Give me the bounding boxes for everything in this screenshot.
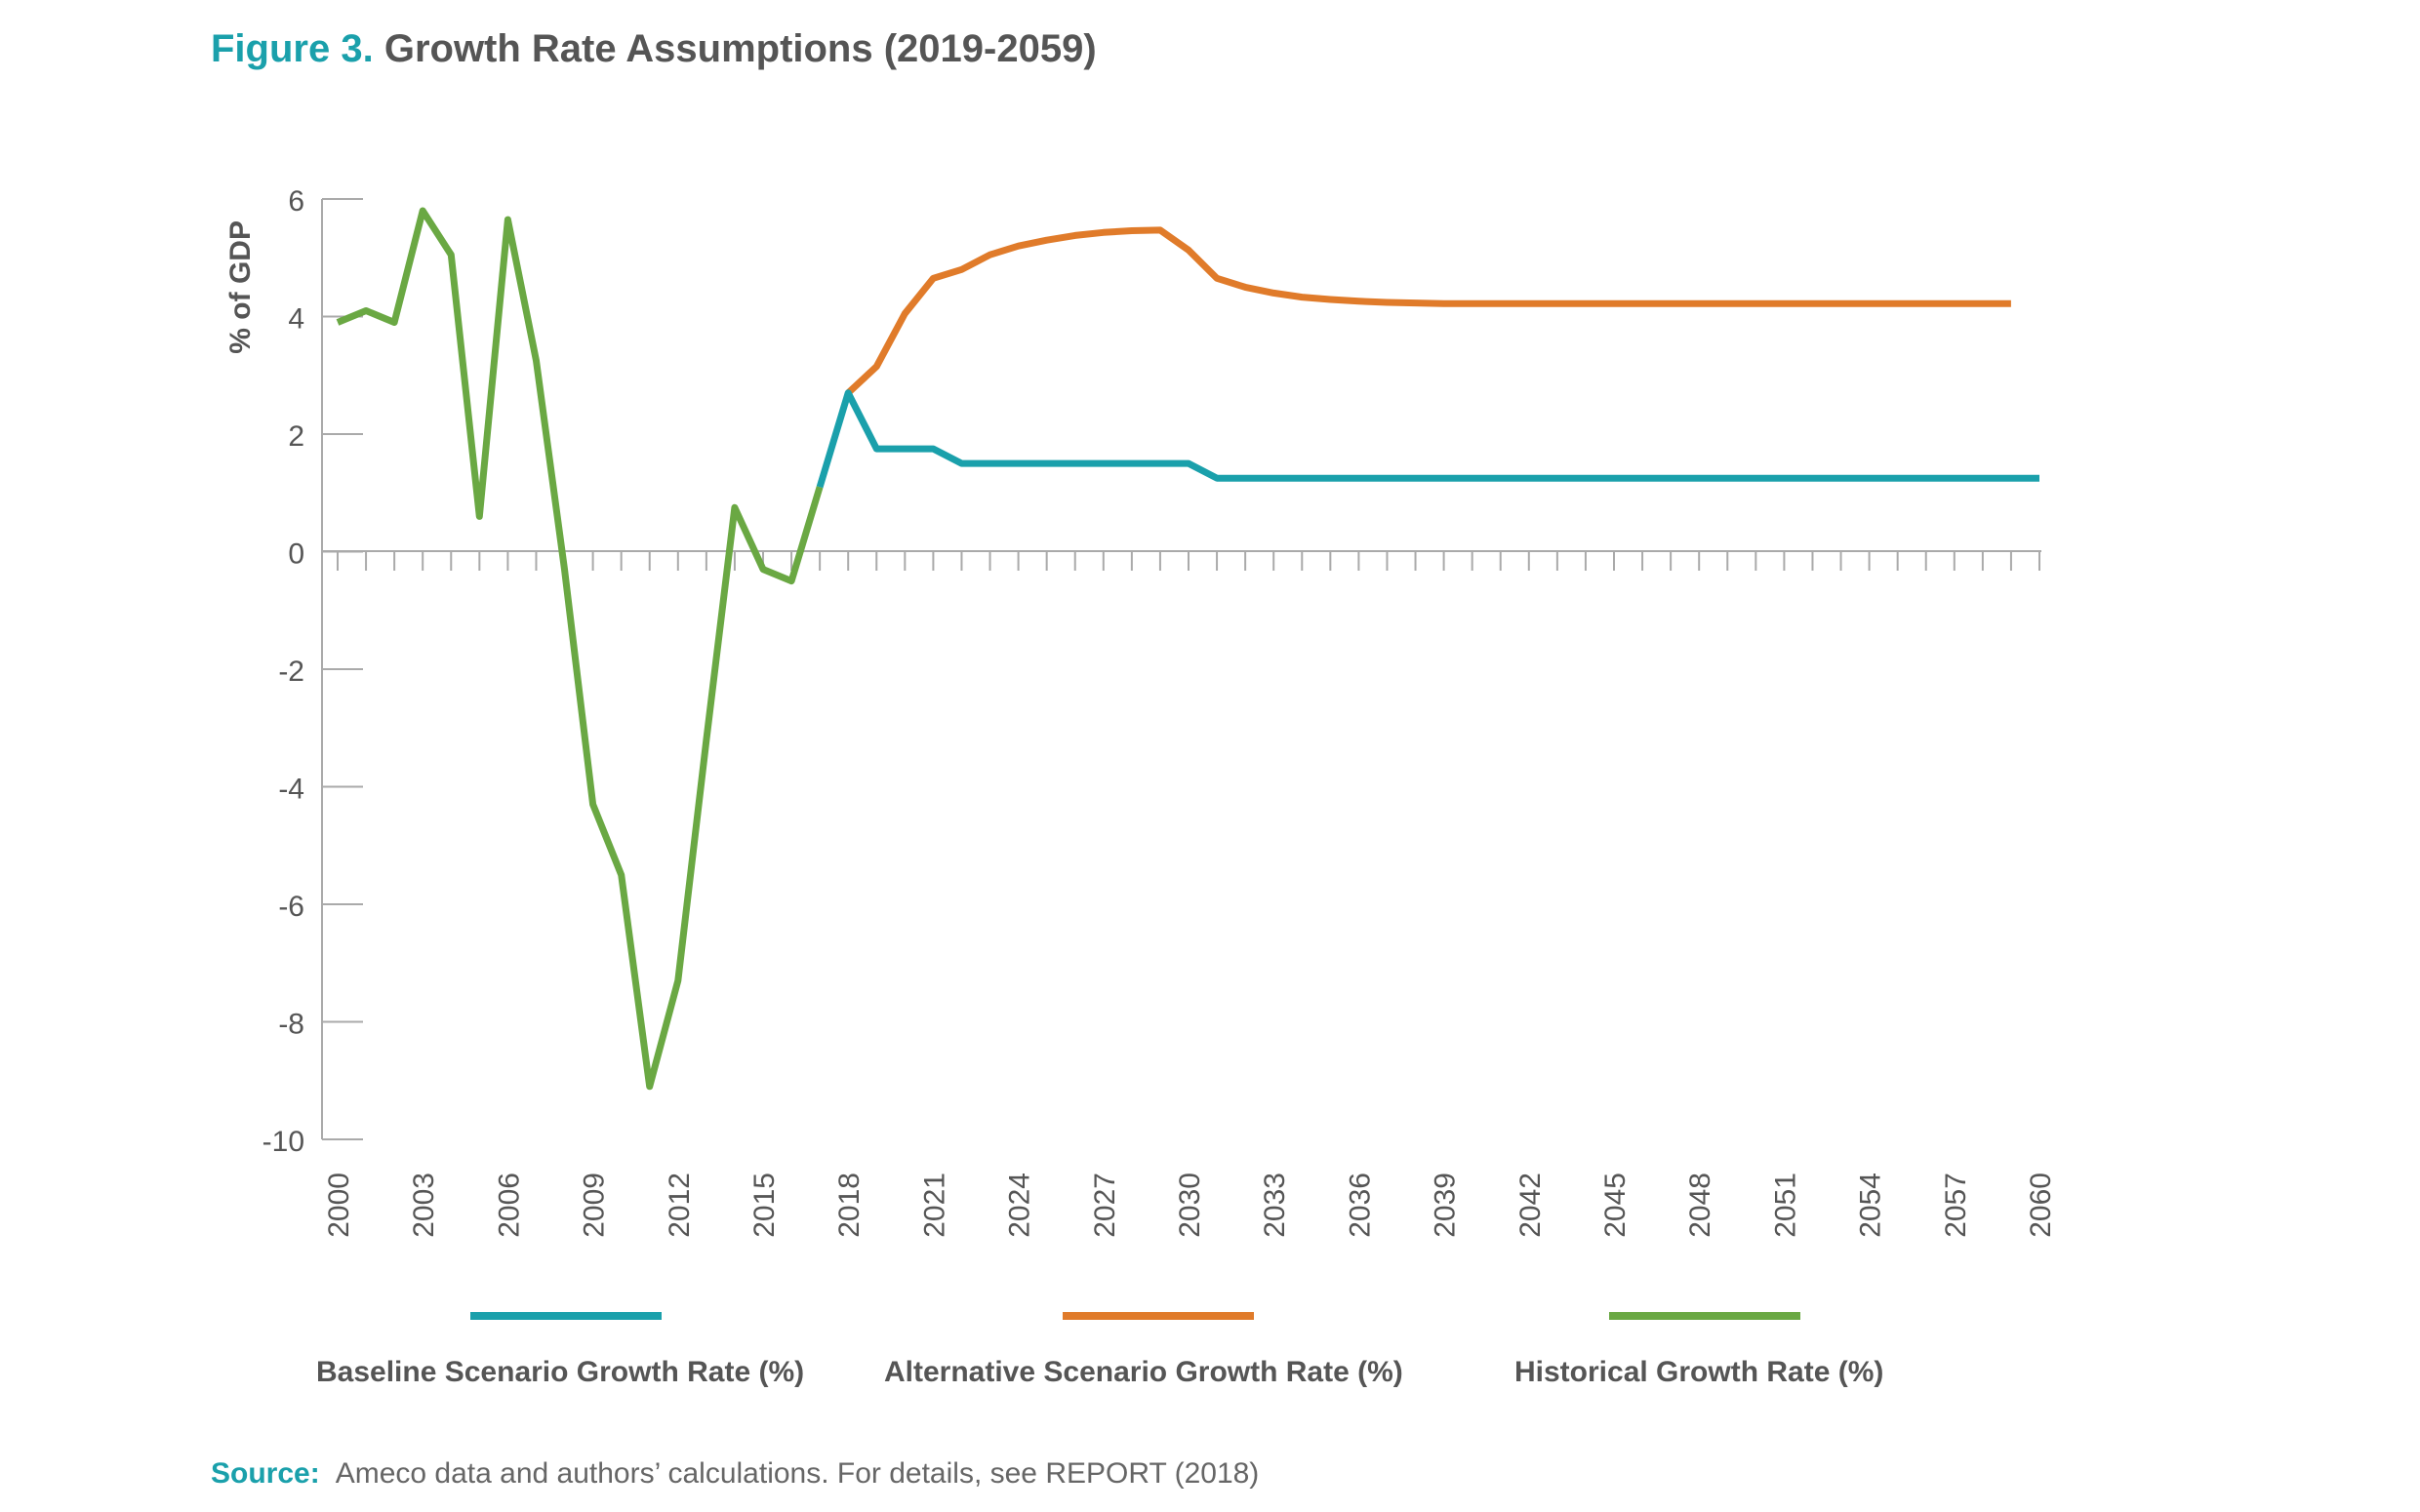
x-tick-label: 2003 bbox=[408, 1173, 440, 1238]
x-tick-label: 2000 bbox=[323, 1173, 355, 1238]
source-text: Ameco data and authors’ calculations. Fo… bbox=[335, 1457, 1260, 1490]
x-tick-label: 2027 bbox=[1089, 1173, 1121, 1238]
x-tick-label: 2015 bbox=[748, 1173, 781, 1238]
source-label: Source: bbox=[211, 1457, 320, 1490]
y-tick-label: -6 bbox=[278, 891, 304, 923]
legend-label-1: Alternative Scenario Growth Rate (%) bbox=[884, 1356, 1403, 1388]
legend-label-0: Baseline Scenario Growth Rate (%) bbox=[316, 1356, 804, 1388]
y-tick-label: 4 bbox=[288, 303, 304, 336]
x-tick-label: 2036 bbox=[1344, 1173, 1376, 1238]
x-tick-label: 2042 bbox=[1514, 1173, 1547, 1238]
x-tick-label: 2039 bbox=[1430, 1173, 1462, 1238]
y-tick-label: 2 bbox=[288, 420, 304, 453]
x-tick-label: 2057 bbox=[1940, 1173, 1972, 1238]
y-axis-title: % of GDP bbox=[224, 220, 257, 354]
series-line-1 bbox=[845, 226, 2011, 396]
x-tick-label: 2024 bbox=[1004, 1173, 1036, 1238]
figure-title: Figure 3. Growth Rate Assumptions (2019-… bbox=[211, 27, 1097, 71]
x-tick-label: 2006 bbox=[493, 1173, 525, 1238]
y-tick-label: -8 bbox=[278, 1009, 304, 1041]
figure-number: Figure 3. bbox=[211, 27, 374, 70]
figure-title-text: Growth Rate Assumptions (2019-2059) bbox=[383, 27, 1097, 70]
y-tick-label: -4 bbox=[278, 774, 304, 806]
source-note: Source: Ameco data and authors’ calculati… bbox=[211, 1457, 1259, 1491]
x-tick-label: 2060 bbox=[2025, 1173, 2057, 1238]
y-tick-label: -2 bbox=[278, 656, 304, 688]
series-line-2 bbox=[336, 207, 824, 1091]
x-tick-label: 2033 bbox=[1259, 1173, 1291, 1238]
chart-axes: 6 4 2 0 -2 -4 -6 -8 -10 % of GDP 2000 2003 2006 2009 2… bbox=[224, 185, 2057, 1238]
y-tick-label: 0 bbox=[288, 538, 304, 571]
chart-legend: Baseline Scenario Growth Rate (%) Alterna… bbox=[316, 1312, 1883, 1388]
y-tick-label: -10 bbox=[262, 1126, 304, 1158]
legend-label-2: Historical Growth Rate (%) bbox=[1514, 1356, 1883, 1388]
x-tick-label: 2012 bbox=[664, 1173, 696, 1238]
x-tick-label: 2021 bbox=[918, 1173, 950, 1238]
x-tick-label: 2054 bbox=[1855, 1173, 1887, 1238]
x-tick-label: 2045 bbox=[1599, 1173, 1632, 1238]
x-tick-label: 2048 bbox=[1684, 1173, 1716, 1238]
x-tick-label: 2018 bbox=[833, 1173, 866, 1238]
x-tick-label: 2009 bbox=[579, 1173, 611, 1238]
series-line-0 bbox=[816, 389, 2039, 489]
x-tick-label: 2051 bbox=[1769, 1173, 1801, 1238]
y-tick-label: 6 bbox=[288, 185, 304, 218]
x-tick-label: 2030 bbox=[1174, 1173, 1206, 1238]
chart-series bbox=[336, 207, 2039, 1091]
